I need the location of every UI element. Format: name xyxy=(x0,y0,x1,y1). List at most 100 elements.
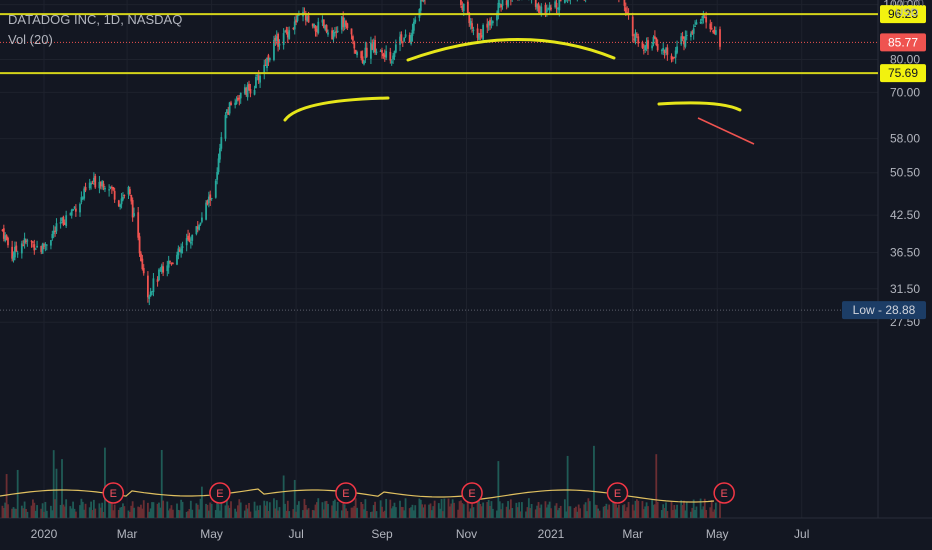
candle-body xyxy=(324,25,327,30)
volume-bar xyxy=(177,509,180,518)
candle-body xyxy=(325,25,328,33)
candle-body xyxy=(507,0,509,7)
candle-body xyxy=(25,240,27,242)
candle-body xyxy=(673,57,676,59)
volume-bar xyxy=(476,499,479,518)
volume-bar xyxy=(167,510,170,518)
candle-body xyxy=(719,29,721,47)
candle-body xyxy=(647,40,649,49)
candle-body xyxy=(235,100,238,104)
volume-indicator-label[interactable]: Vol (20) xyxy=(8,32,53,47)
volume-bar xyxy=(36,505,38,518)
earnings-label: E xyxy=(468,488,475,500)
volume-bar xyxy=(88,507,91,518)
candle-body xyxy=(176,254,178,265)
volume-bar xyxy=(142,500,145,518)
scale-unit[interactable]: 14h 00 USD xyxy=(884,0,930,20)
y-tick-label: 80.00 xyxy=(890,53,920,67)
candle-body xyxy=(334,31,336,34)
candle-body xyxy=(478,33,480,40)
candle-body xyxy=(462,4,465,12)
candle-body xyxy=(461,6,464,10)
candle-body xyxy=(220,137,223,149)
symbol-title[interactable]: DATADOG INC, 1D, NASDAQ xyxy=(8,12,183,27)
volume-bar xyxy=(663,507,666,518)
candle-body xyxy=(152,278,155,293)
volume-bar xyxy=(573,507,576,518)
time-axis[interactable]: 2020 Mar May Jul Sep Nov 2021 Mar May Jul xyxy=(31,527,810,541)
candle-body xyxy=(489,19,491,26)
candle-body xyxy=(403,37,406,42)
volume-bar xyxy=(274,508,277,518)
volume-bar xyxy=(152,502,155,518)
volume-bar xyxy=(447,498,450,518)
candle-body xyxy=(214,180,217,198)
candle-body xyxy=(332,32,335,39)
volume-bar xyxy=(529,508,532,518)
candle-body xyxy=(644,45,647,50)
volume-bar xyxy=(282,475,285,518)
candle-body xyxy=(249,89,252,94)
y-tick-label: 50.50 xyxy=(890,166,920,180)
volume-bar xyxy=(297,501,300,518)
volume-bar xyxy=(440,499,443,518)
candle-body xyxy=(131,200,134,218)
candle-body xyxy=(109,186,112,188)
volume-bar xyxy=(652,504,655,518)
candle-body xyxy=(307,15,310,23)
volume-bar xyxy=(335,510,338,518)
volume-bar xyxy=(209,502,212,518)
volume-bar xyxy=(22,508,25,518)
volume-bar xyxy=(655,454,658,518)
volume-bar xyxy=(273,498,275,518)
candle-body xyxy=(563,0,566,3)
volume-bar xyxy=(352,507,354,518)
candle-body xyxy=(412,21,415,31)
candle-body xyxy=(273,39,275,60)
volume-bar xyxy=(79,505,81,518)
candle-body xyxy=(122,196,124,200)
candle-body xyxy=(108,189,111,191)
y-tick-label: 58.00 xyxy=(890,132,920,146)
candle-body xyxy=(680,36,683,45)
volume-bar xyxy=(497,461,500,518)
candle-body xyxy=(537,3,540,12)
x-tick-label: Mar xyxy=(622,527,643,541)
candle-body xyxy=(102,183,105,188)
candle-body xyxy=(694,25,696,27)
candle-body xyxy=(177,248,180,256)
earnings-circle xyxy=(713,482,735,504)
volume-bar xyxy=(583,504,586,518)
candle-body xyxy=(400,34,403,42)
candle-body xyxy=(255,77,257,89)
candle-body xyxy=(480,35,483,38)
candle-body xyxy=(171,263,174,265)
x-tick-label: May xyxy=(200,527,223,541)
x-tick-label: Mar xyxy=(117,527,138,541)
volume-bar xyxy=(617,504,620,518)
volume-bar xyxy=(1,505,4,518)
volume-bar xyxy=(381,506,383,518)
volume-bar xyxy=(353,505,356,518)
volume-bar xyxy=(207,510,210,518)
volume-bar xyxy=(345,508,347,518)
volume-bar xyxy=(162,500,165,518)
volume-bar xyxy=(225,498,228,518)
volume-bar xyxy=(548,501,551,518)
candle-body xyxy=(59,222,62,224)
volume-bar xyxy=(119,507,122,518)
volume-bar xyxy=(491,508,494,518)
candle-body xyxy=(266,57,268,69)
price-label-level: 75.69 xyxy=(880,64,926,83)
volume-bar xyxy=(302,510,304,518)
volume-bar xyxy=(586,511,588,518)
candle-body xyxy=(331,30,334,40)
volume-bar xyxy=(266,501,268,518)
volume-bar xyxy=(253,501,256,518)
volume-bar xyxy=(519,511,522,518)
volume-bar xyxy=(690,511,692,518)
volume-bar xyxy=(545,507,548,518)
volume-bar xyxy=(340,510,343,518)
volume-bar xyxy=(45,510,48,518)
